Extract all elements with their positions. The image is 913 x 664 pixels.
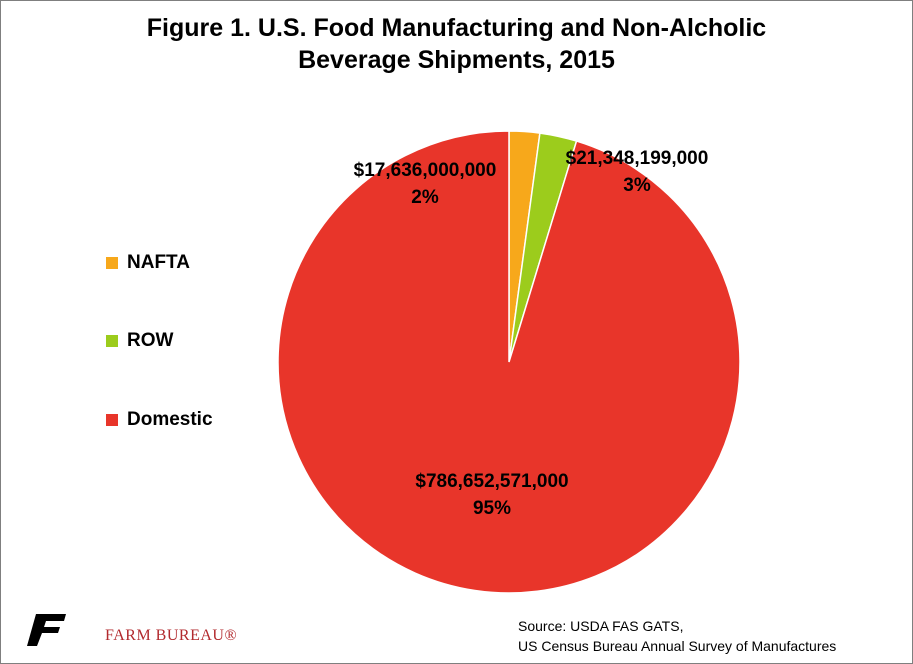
chart-title-line-1: Figure 1. U.S. Food Manufacturing and No… bbox=[146, 14, 767, 42]
legend-item-domestic: Domestic bbox=[106, 409, 213, 430]
data-label-row: $21,348,199,000 3% bbox=[566, 148, 709, 196]
legend-swatch-domestic bbox=[106, 414, 118, 426]
data-label-percent-nafta: 2% bbox=[411, 187, 439, 208]
data-label-value-row: $21,348,199,000 bbox=[566, 148, 709, 169]
chart-title-line-2: Beverage Shipments, 2015 bbox=[298, 46, 615, 74]
source-line-1: Source: USDA FAS GATS, bbox=[518, 618, 684, 634]
data-label-domestic: $786,652,571,000 95% bbox=[415, 471, 568, 519]
farm-bureau-wordmark: FARM BUREAU® bbox=[105, 627, 238, 644]
legend-label-row: ROW bbox=[127, 330, 174, 351]
data-label-percent-row: 3% bbox=[623, 175, 651, 196]
source-line-2: US Census Bureau Annual Survey of Manufa… bbox=[518, 638, 837, 654]
legend-label-domestic: Domestic bbox=[127, 409, 213, 430]
farm-bureau-logo-icon bbox=[27, 614, 66, 646]
data-label-percent-domestic: 95% bbox=[473, 498, 511, 519]
legend-item-row: ROW bbox=[106, 330, 174, 351]
legend-label-nafta: NAFTA bbox=[127, 252, 190, 273]
legend-item-nafta: NAFTA bbox=[106, 252, 190, 273]
data-label-nafta: $17,636,000,000 2% bbox=[354, 160, 497, 208]
data-label-value-domestic: $786,652,571,000 bbox=[415, 471, 568, 492]
pie-slice-domestic bbox=[277, 130, 741, 594]
legend-swatch-row bbox=[106, 335, 118, 347]
source-note: Source: USDA FAS GATS, US Census Bureau … bbox=[518, 616, 836, 656]
data-label-value-nafta: $17,636,000,000 bbox=[354, 160, 497, 181]
chart-title: Figure 1. U.S. Food Manufacturing and No… bbox=[0, 12, 913, 76]
legend-swatch-nafta bbox=[106, 257, 118, 269]
